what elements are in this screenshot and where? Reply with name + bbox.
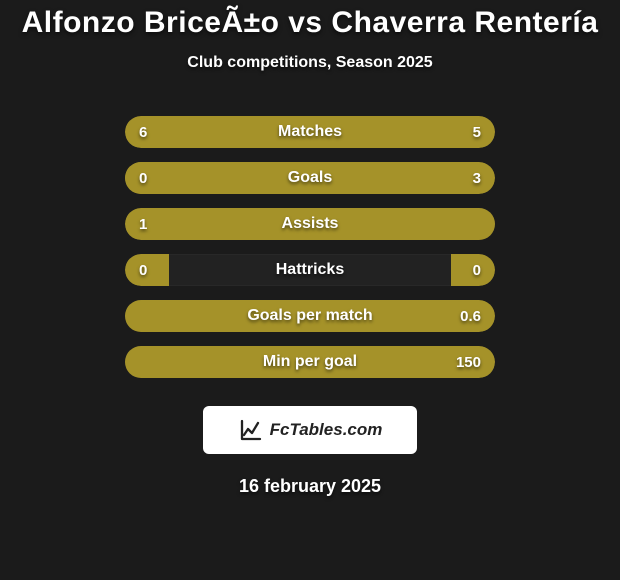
stat-fill-left [125, 208, 495, 240]
stat-row: Min per goal150 [125, 346, 495, 378]
comparison-date: 16 february 2025 [0, 476, 620, 497]
page-subtitle: Club competitions, Season 2025 [0, 54, 620, 72]
stat-row: Hattricks00 [125, 254, 495, 286]
stat-label: Hattricks [125, 254, 495, 286]
source-logo-pill: FcTables.com [203, 406, 417, 454]
stat-row: Goals03 [125, 162, 495, 194]
stat-fill-right [125, 300, 495, 332]
stat-fill-right [327, 116, 495, 148]
fctables-logo-icon [238, 417, 264, 443]
comparison-area: M Matches65Goals03Assists1Hattricks00Goa… [0, 116, 620, 378]
source-logo-text: FcTables.com [270, 420, 383, 440]
stat-fill-right [125, 162, 495, 194]
stat-fill-left [125, 254, 169, 286]
stat-row: Matches65 [125, 116, 495, 148]
stat-bars: Matches65 Goals03 Assists1 Hattricks00 Goals… [125, 116, 495, 378]
comparison-page: Alfonzo BriceÃ±o vs Chaverra Rentería Cl… [0, 0, 620, 580]
page-title: Alfonzo BriceÃ±o vs Chaverra Rentería [0, 6, 620, 40]
stat-fill-left [125, 116, 327, 148]
stat-fill-right [125, 346, 495, 378]
stat-fill-right [451, 254, 495, 286]
stat-row: Goals per match0.6 [125, 300, 495, 332]
stat-row: Assists1 [125, 208, 495, 240]
